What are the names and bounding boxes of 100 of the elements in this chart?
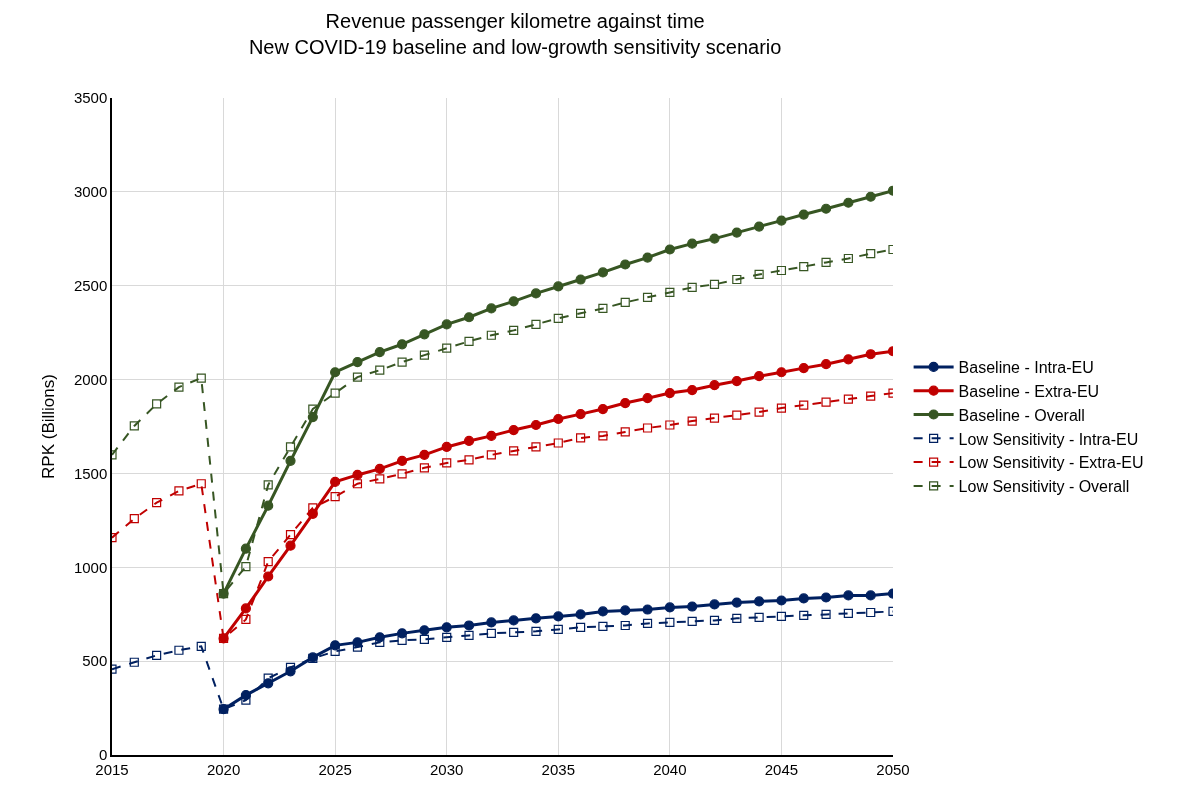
x-tick-label: 2025 (318, 760, 352, 778)
point (553, 438, 563, 448)
point (664, 602, 675, 613)
point (352, 637, 363, 648)
point (463, 435, 475, 447)
point (352, 357, 363, 368)
point (576, 308, 586, 318)
y-tick-label: 2000 (73, 370, 108, 388)
legend-label: Low Sensitivity - Extra-EU (958, 454, 1144, 472)
point (664, 244, 675, 255)
point (285, 666, 296, 677)
point (776, 265, 787, 276)
point (776, 367, 787, 378)
point (530, 419, 542, 431)
point (397, 469, 407, 479)
point (463, 312, 475, 323)
point (575, 274, 586, 285)
point (821, 609, 831, 619)
point (709, 413, 720, 423)
point (687, 416, 697, 426)
point (575, 409, 586, 420)
point (553, 611, 564, 622)
point (352, 372, 363, 382)
point (754, 221, 765, 232)
point (263, 571, 274, 582)
point (642, 252, 653, 263)
y-tick-label: 3000 (73, 183, 108, 201)
legend-label: Low Sensitivity - Intra-EU (958, 430, 1139, 448)
point (731, 227, 742, 238)
point (576, 622, 586, 632)
point (843, 394, 853, 404)
point (754, 612, 764, 623)
point (285, 455, 296, 466)
point (709, 279, 720, 289)
point (709, 233, 720, 244)
point (196, 641, 206, 651)
point (687, 238, 698, 249)
point (865, 349, 876, 360)
point (442, 458, 452, 468)
point (375, 365, 385, 375)
point (152, 650, 162, 660)
point (419, 625, 430, 636)
point (486, 628, 496, 638)
point (419, 449, 430, 460)
x-tick-label: 2050 (876, 760, 910, 778)
point (866, 391, 876, 401)
point (397, 357, 407, 367)
point (798, 209, 809, 220)
point (754, 371, 765, 382)
y-tick-label: 1500 (73, 464, 108, 482)
point (731, 597, 742, 608)
point (263, 673, 273, 683)
point (576, 433, 586, 443)
point (174, 645, 184, 655)
point (799, 261, 809, 272)
point (374, 347, 385, 358)
point (330, 476, 341, 487)
point (731, 375, 742, 387)
point (687, 601, 698, 612)
point (821, 257, 831, 268)
point (486, 303, 497, 314)
point (530, 288, 542, 299)
point (240, 603, 251, 614)
point (642, 292, 653, 302)
y-tick-label: 2500 (73, 276, 108, 294)
chart-subtitle: New COVID-19 baseline and low-growth sensitivity scenario (248, 35, 782, 58)
point (330, 640, 341, 651)
point (732, 274, 742, 285)
point (285, 530, 296, 540)
point (263, 557, 273, 567)
point (754, 269, 764, 280)
point (419, 463, 429, 473)
x-tick-label: 2040 (653, 760, 687, 778)
point (531, 626, 541, 636)
point (798, 363, 809, 374)
point (597, 267, 609, 278)
y-axis-title: RPK (Billions) (38, 374, 58, 479)
point (821, 397, 831, 407)
point (843, 590, 854, 601)
point (152, 399, 162, 409)
point (865, 590, 876, 601)
point (486, 617, 497, 628)
x-tick-label: 2045 (764, 760, 799, 778)
point (509, 446, 519, 456)
point (508, 296, 519, 307)
point (620, 605, 631, 616)
point (352, 469, 363, 481)
point (598, 621, 608, 632)
point (665, 420, 675, 430)
legend-label: Low Sensitivity - Overall (958, 478, 1130, 496)
point (419, 329, 430, 340)
point (798, 593, 809, 604)
point (463, 620, 475, 631)
point (687, 616, 697, 626)
point (776, 215, 787, 226)
point (531, 442, 541, 452)
point (598, 303, 608, 314)
point (642, 604, 653, 615)
point (665, 287, 675, 298)
point (307, 508, 318, 519)
